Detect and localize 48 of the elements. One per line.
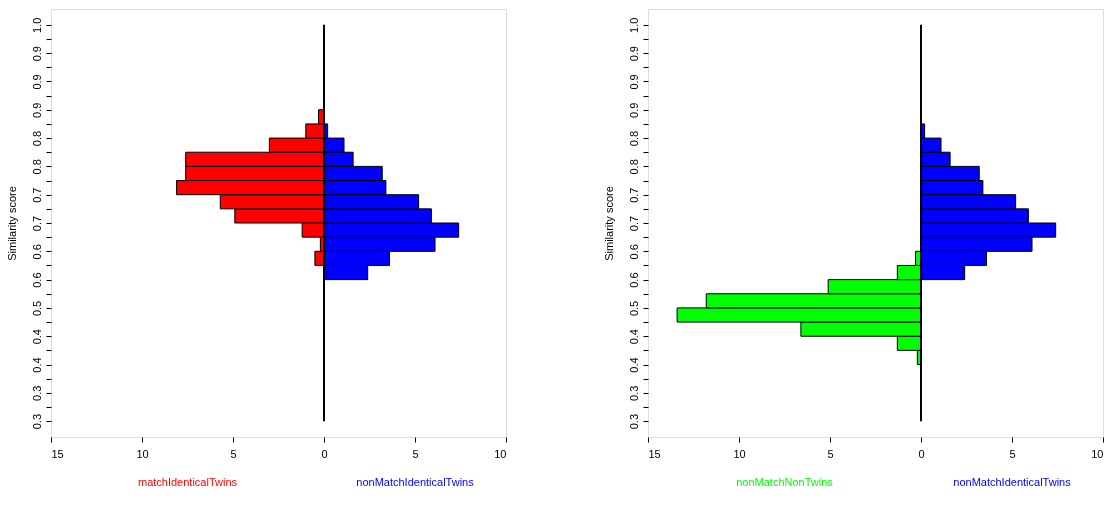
y-tick-label: 0.4 [627,329,640,345]
y-tick-label: 0.9 [30,74,43,90]
y-tick-label: 0.3 [627,414,640,430]
x-tick-label: 10 [494,447,507,460]
y-tick-label: 0.4 [30,329,43,345]
y-tick-label: 0.7 [30,187,43,203]
x-tick-label: 10 [136,447,149,460]
x-tick-label: 15 [648,447,661,460]
y-tick-label: 0.5 [30,300,43,317]
y-axis-title: Similarity score [5,186,18,261]
y-tick-label: 0.8 [627,159,640,175]
y-tick-label: 0.6 [627,272,640,288]
y-axis-title: Similarity score [602,186,615,261]
text: matchIdenticalTwins [137,476,238,488]
y-tick-label: 0.9 [30,46,43,62]
text: nonMatchIdenticalTwins [953,476,1072,488]
y-tick-label: 0.8 [30,130,43,147]
y-tick-label: 0.4 [627,357,640,373]
y-tick-label: 0.3 [30,385,43,401]
y-tick-label: 0.9 [627,74,640,90]
y-tick-label: 0.8 [627,130,640,147]
y-tick-label: 0.8 [30,159,43,175]
x-tick-label: 10 [1091,447,1104,460]
y-tick-label: 0.9 [627,102,640,118]
y-tick-label: 0.7 [30,215,43,232]
y-tick-label: 0.5 [627,300,640,317]
y-tick-label: 0.4 [30,357,43,373]
y-tick-label: 0.3 [627,385,640,401]
y-tick-label: 0.6 [627,244,640,260]
y-tick-label: 0.6 [30,244,43,260]
y-tick-label: 0.3 [30,414,43,430]
x-tick-label: 5 [412,447,419,460]
x-tick-label: 10 [733,447,746,460]
text: nonMatchIdenticalTwins [356,476,475,488]
y-tick-label: 0.7 [627,187,640,203]
y-tick-label: 0.9 [627,46,640,62]
x-tick-label: 5 [827,447,834,460]
y-tick-label: 0.7 [627,215,640,232]
y-tick-label: 0.6 [30,272,43,288]
x-tick-label: 5 [1009,447,1016,460]
x-tick-label: 5 [230,447,237,460]
y-tick-label: 0.9 [30,102,43,118]
x-tick-label: 0 [918,447,925,460]
text: nonMatchNonTwins [736,476,834,488]
y-tick-label: 1.0 [627,17,640,33]
y-tick-label: 1.0 [30,17,43,33]
x-tick-label: 0 [321,447,328,460]
x-tick-label: 15 [51,447,64,460]
